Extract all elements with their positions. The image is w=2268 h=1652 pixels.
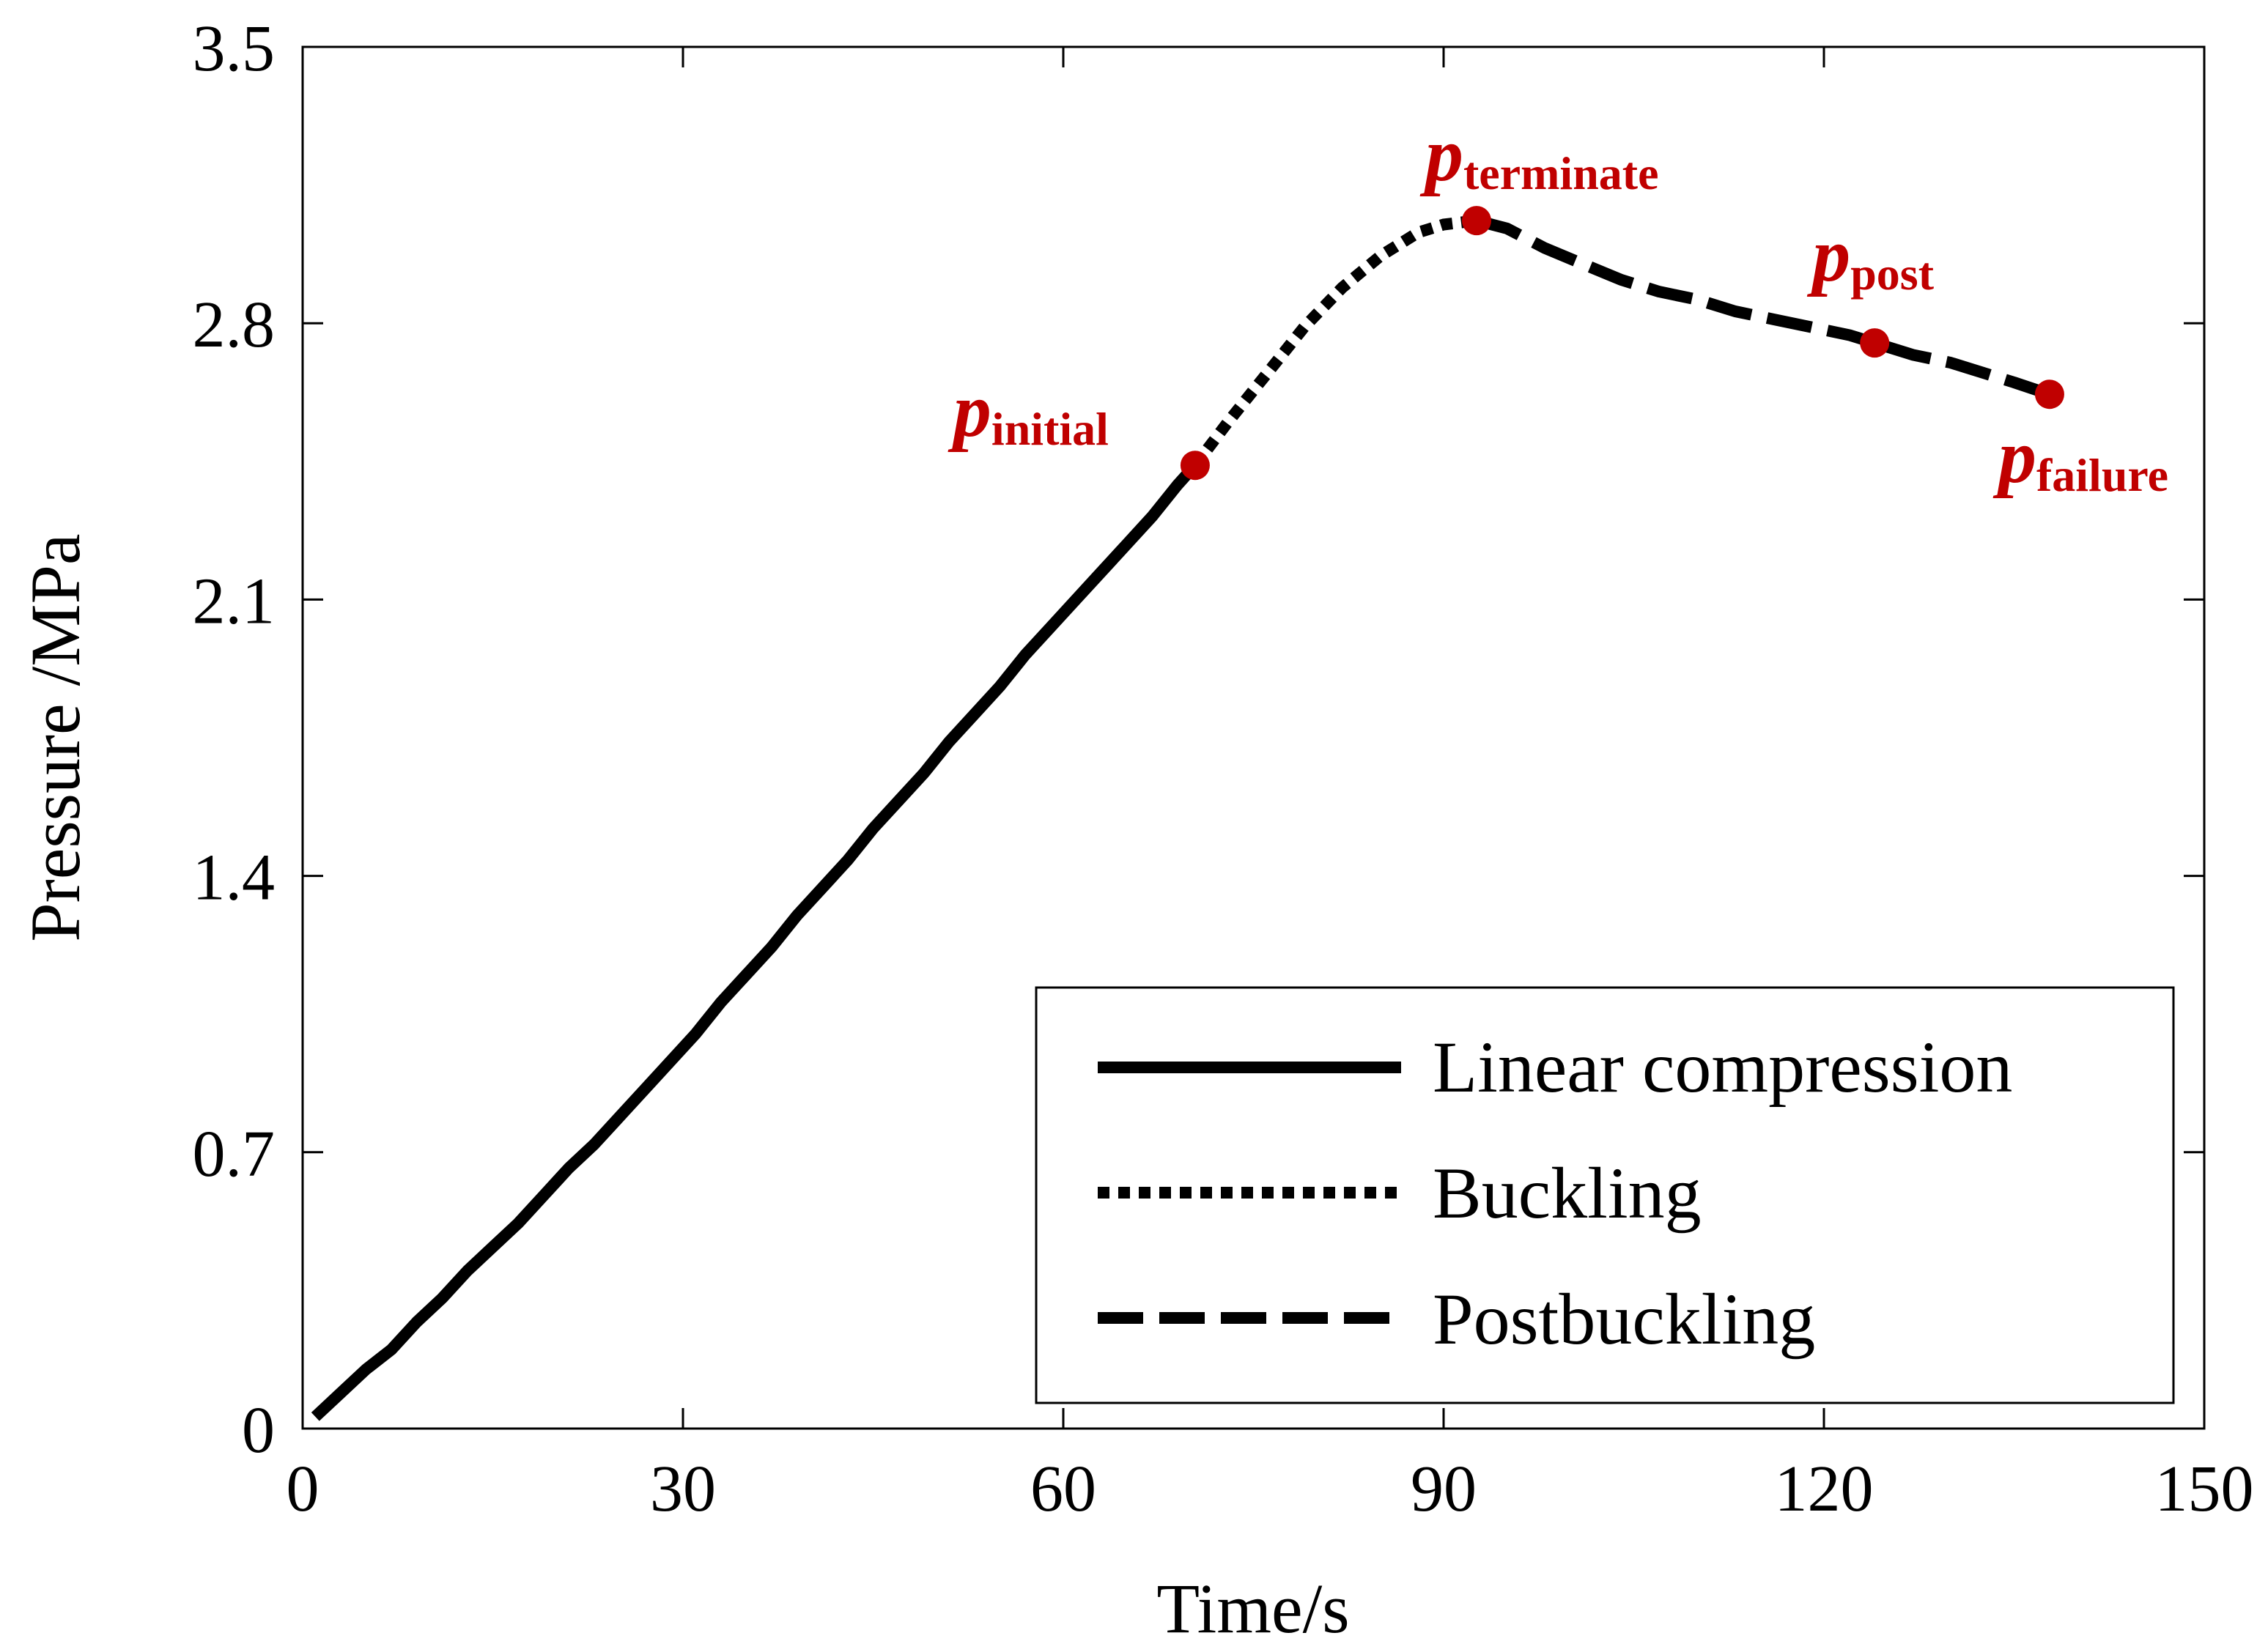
legend-label-postbuckling: Postbuckling xyxy=(1433,1278,1815,1360)
x-tick-label: 0 xyxy=(287,1453,319,1525)
x-tick-label: 90 xyxy=(1411,1453,1477,1525)
y-axis-title: Pressure /MPa xyxy=(16,533,95,941)
y-tick-label: 0.7 xyxy=(193,1118,276,1190)
y-tick-label: 0 xyxy=(242,1394,275,1467)
y-tick-label: 3.5 xyxy=(193,12,276,85)
x-tick-labels: 0 30 60 90 120 150 xyxy=(287,1453,2254,1525)
annotation-initial: pinitial xyxy=(948,368,1109,455)
y-tick-label: 2.1 xyxy=(193,565,276,637)
annotation-post: ppost xyxy=(1806,213,1935,300)
series-line-buckling xyxy=(1190,215,1477,470)
annotation-layer: pinitial pterminate ppost pfailure xyxy=(948,113,2168,501)
axis-ticks xyxy=(301,45,2206,1430)
legend-label-buckling: Buckling xyxy=(1433,1152,1702,1234)
legend: Linear compression Buckling Postbuckling xyxy=(1035,986,2175,1404)
x-tick-label: 30 xyxy=(650,1453,716,1525)
x-tick-label: 60 xyxy=(1030,1453,1096,1525)
series-layer xyxy=(311,215,2052,1421)
annotation-terminate: pterminate xyxy=(1419,113,1659,199)
series-line-postbuckling xyxy=(1474,215,2052,400)
y-tick-label: 2.8 xyxy=(193,289,276,361)
point-marker-initial xyxy=(1180,451,1210,481)
series-line-linear-compression xyxy=(311,461,1200,1421)
x-axis-title: Time/s xyxy=(1156,1569,1349,1648)
point-marker-post xyxy=(1860,328,1890,358)
y-tick-label: 1.4 xyxy=(193,842,276,914)
annotation-failure: pfailure xyxy=(1992,415,2168,501)
plot-frame xyxy=(301,45,2206,1430)
point-marker-terminate xyxy=(1461,206,1491,236)
point-marker-failure xyxy=(2034,379,2064,410)
legend-label-linear: Linear compression xyxy=(1433,1026,2012,1108)
x-tick-label: 120 xyxy=(1775,1453,1874,1525)
x-tick-label: 150 xyxy=(2155,1453,2254,1525)
y-tick-labels: 0 0.7 1.4 2.1 2.8 3.5 xyxy=(193,12,276,1467)
